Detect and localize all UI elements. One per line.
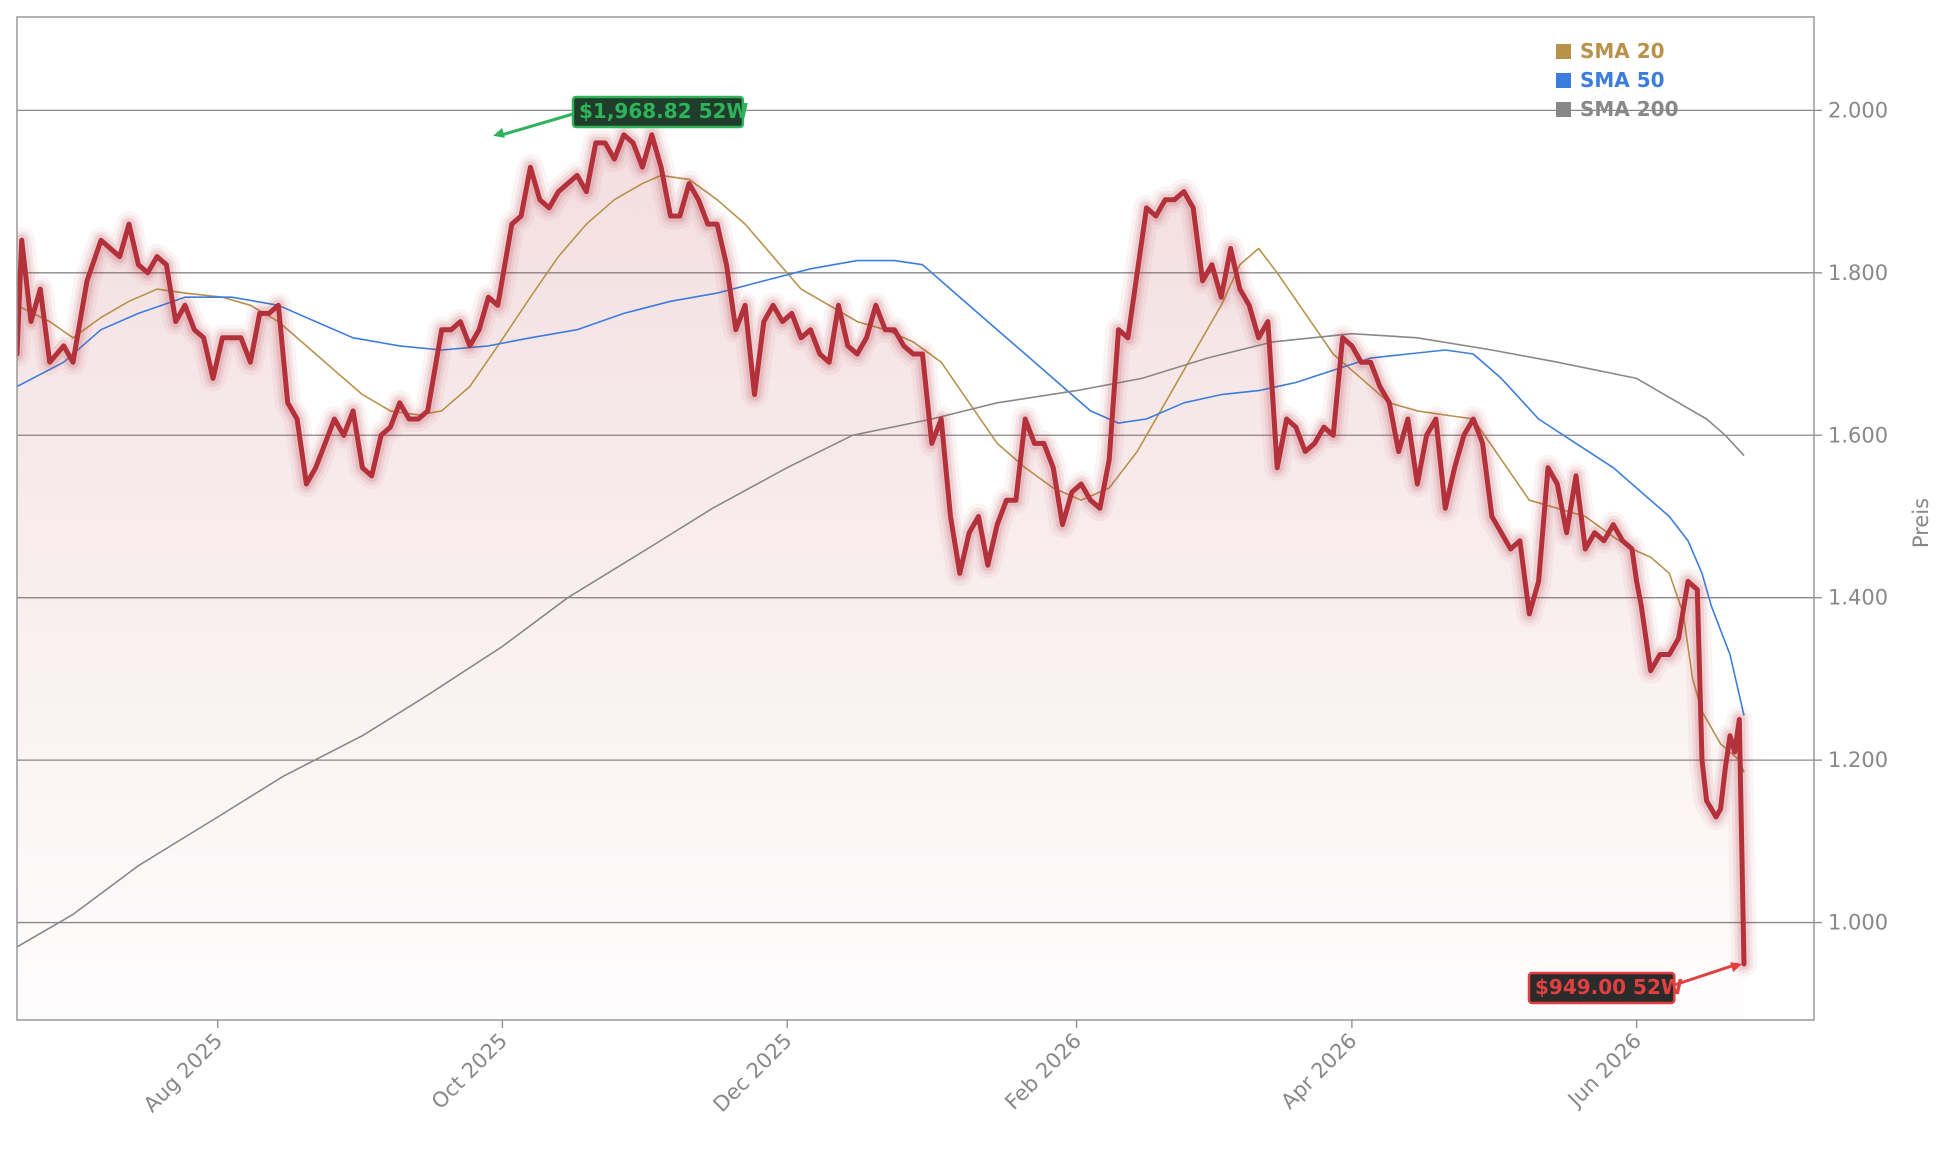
- legend-swatch: [1556, 73, 1571, 88]
- x-tick-label: Jun 2026: [1562, 1029, 1646, 1113]
- area-layer: [17, 134, 1744, 1020]
- y-tick-label: 1.200: [1828, 748, 1888, 772]
- annotation-label-low: $949.00 52W: [1535, 975, 1683, 999]
- annotation-arrow-low: [1673, 962, 1739, 987]
- y-tick-label: 2.000: [1828, 98, 1888, 122]
- series-line-sma-200: [17, 332, 1745, 948]
- x-tick-label: Apr 2026: [1276, 1029, 1361, 1114]
- y-tick-label: 1.400: [1828, 586, 1888, 610]
- y-tick-label: 1.600: [1828, 423, 1888, 447]
- annotation-arrowhead-high: [493, 127, 505, 138]
- legend-entry: SMA 50: [1580, 68, 1665, 92]
- series-line-sma-20: [17, 174, 1745, 773]
- series-line-sma-50: [17, 259, 1745, 716]
- legend-entry: SMA 200: [1580, 97, 1679, 121]
- x-tick-label: Aug 2025: [139, 1029, 227, 1117]
- legend-swatch: [1556, 102, 1571, 117]
- legend-entry: SMA 20: [1580, 39, 1665, 63]
- y-axis-label: Preis: [1909, 498, 1933, 548]
- price-area: [17, 134, 1744, 1020]
- annotation-box-low: [1527, 971, 1676, 1005]
- annotation-arrow-high: [498, 112, 574, 138]
- series-line-preis: [17, 132, 1747, 967]
- price-layer: [17, 121, 1757, 977]
- x-tick-label: Feb 2026: [1000, 1029, 1086, 1115]
- annotation-label-high: $1,968.82 52W: [579, 99, 748, 123]
- y-tick-label: 1.000: [1828, 911, 1888, 935]
- annotations: $1,968.82 52W $949.00 52W: [493, 95, 1742, 1005]
- annotation-box-high: [571, 95, 745, 129]
- x-tick-label: Dec 2025: [708, 1029, 796, 1117]
- plot-frame: [16, 16, 1815, 1021]
- sma-layer: [17, 174, 1745, 948]
- y-tick-label: 1.800: [1828, 261, 1888, 285]
- x-tick-label: Oct 2025: [427, 1029, 512, 1114]
- annotation-arrowhead-low: [1730, 962, 1742, 973]
- legend: SMA 20 SMA 50 SMA 200: [1556, 39, 1679, 121]
- legend-swatch: [1556, 44, 1571, 59]
